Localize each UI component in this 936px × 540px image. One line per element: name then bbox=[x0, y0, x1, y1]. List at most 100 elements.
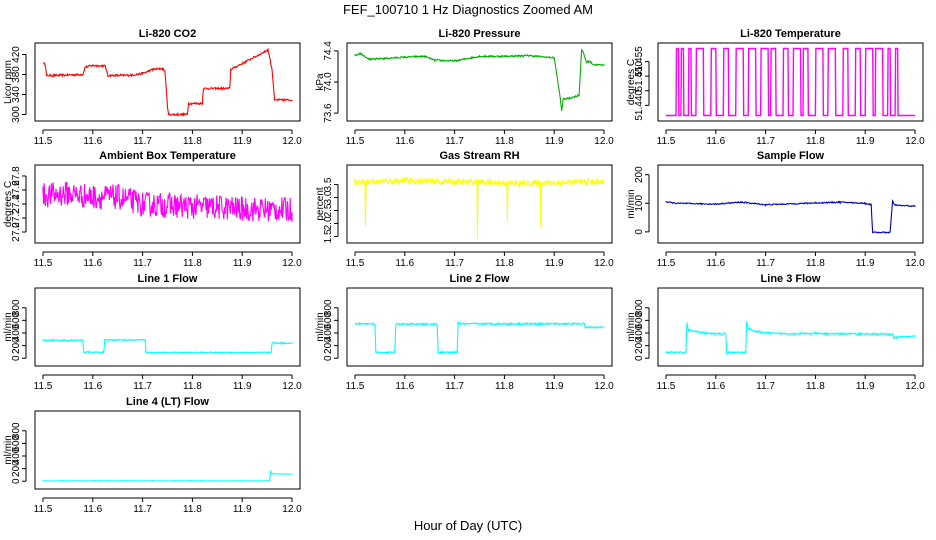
x-tick-label: 11.9 bbox=[545, 381, 564, 392]
x-tick-label: 11.8 bbox=[806, 136, 825, 147]
y-tick-label: 27.6 bbox=[11, 180, 22, 200]
panel-title: Li-820 Temperature bbox=[740, 28, 841, 40]
y-tick-label: 3.0 bbox=[323, 190, 334, 204]
y-tick-label: 51.455 bbox=[634, 46, 645, 77]
plot-frame bbox=[34, 164, 301, 244]
y-tick-label: 73.6 bbox=[323, 103, 334, 123]
y-tick-label: 400 bbox=[323, 324, 334, 341]
panel-title: Li-820 Pressure bbox=[439, 28, 521, 40]
x-tick-label: 11.6 bbox=[395, 258, 414, 269]
plot-frame bbox=[34, 42, 301, 122]
x-tick-label: 11.6 bbox=[395, 381, 414, 392]
x-tick-label: 11.7 bbox=[445, 136, 464, 147]
x-tick-label: 11.8 bbox=[495, 381, 514, 392]
y-tick-label: 300 bbox=[11, 106, 22, 123]
plot-frame bbox=[657, 287, 924, 367]
x-tick-label: 11.8 bbox=[495, 258, 514, 269]
y-tick-label: 800 bbox=[634, 299, 645, 316]
x-tick-label: 12.0 bbox=[905, 258, 925, 269]
series-line bbox=[42, 181, 293, 223]
series-line bbox=[354, 48, 605, 112]
y-tick-label: 3.5 bbox=[323, 177, 334, 191]
x-tick-label: 12.0 bbox=[282, 136, 302, 147]
y-tick-label: 200 bbox=[323, 337, 334, 354]
y-axis-label: degrees C bbox=[626, 59, 637, 105]
plot-frame bbox=[34, 410, 301, 490]
x-tick-label: 11.7 bbox=[756, 136, 775, 147]
x-tick-label: 11.6 bbox=[706, 258, 725, 269]
x-tick-label: 11.7 bbox=[133, 258, 152, 269]
x-tick-label: 11.8 bbox=[183, 381, 202, 392]
x-tick-label: 11.7 bbox=[756, 381, 775, 392]
x-tick-label: 11.5 bbox=[657, 381, 676, 392]
y-tick-label: 0 bbox=[634, 355, 645, 361]
x-tick-label: 11.9 bbox=[233, 381, 252, 392]
panel-li-820-co2: Li-820 CO2 Licor ppm 11.5 11.6 11.7 11.8 11.9 1… bbox=[3, 28, 302, 147]
x-tick-label: 11.6 bbox=[83, 381, 102, 392]
x-tick-label: 11.6 bbox=[83, 136, 102, 147]
x-tick-label: 11.5 bbox=[346, 258, 365, 269]
panel-title: Sample Flow bbox=[757, 150, 825, 162]
panel-title: Ambient Box Temperature bbox=[99, 150, 236, 162]
y-tick-label: 420 bbox=[11, 46, 22, 63]
x-tick-label: 11.7 bbox=[445, 381, 464, 392]
panel-title: Line 1 Flow bbox=[138, 273, 198, 285]
y-axis-label: ml/min bbox=[3, 435, 14, 464]
panel-line-3-flow: Line 3 Flow ml/min 11.5 11.6 11.7 11.8 11.9 12.… bbox=[626, 273, 925, 392]
y-axis-label: percent bbox=[315, 187, 326, 221]
y-tick-label: 400 bbox=[11, 447, 22, 464]
x-tick-label: 11.5 bbox=[657, 258, 676, 269]
x-tick-label: 11.9 bbox=[856, 381, 875, 392]
panel-line-1-flow: Line 1 Flow ml/min 11.5 11.6 11.7 11.8 11.9 12.… bbox=[3, 273, 302, 392]
series-line bbox=[42, 470, 293, 482]
y-tick-label: 800 bbox=[323, 299, 334, 316]
series-line bbox=[665, 199, 916, 234]
x-tick-label: 11.8 bbox=[806, 381, 825, 392]
panel-li-820-temperature: Li-820 Temperature degrees C 11.5 11.6 11.7 1… bbox=[626, 28, 925, 147]
y-axis-label: ml/min bbox=[626, 312, 637, 341]
y-tick-label: 51.440 bbox=[634, 90, 645, 121]
x-tick-label: 12.0 bbox=[905, 381, 925, 392]
x-tick-label: 11.9 bbox=[856, 136, 875, 147]
y-tick-label: 600 bbox=[11, 312, 22, 329]
y-tick-label: 600 bbox=[323, 312, 334, 329]
x-tick-label: 11.7 bbox=[756, 258, 775, 269]
y-axis-label: degrees C bbox=[3, 181, 14, 227]
x-tick-label: 11.5 bbox=[34, 504, 53, 515]
x-tick-label: 11.9 bbox=[233, 504, 252, 515]
y-tick-label: 800 bbox=[11, 422, 22, 439]
series-line bbox=[666, 47, 915, 117]
figure-title: FEF_100710 1 Hz Diagnostics Zoomed AM bbox=[342, 2, 593, 17]
panel-title: Gas Stream RH bbox=[439, 150, 519, 162]
x-tick-label: 11.9 bbox=[856, 258, 875, 269]
x-tick-label: 11.5 bbox=[34, 381, 53, 392]
series-line bbox=[665, 321, 916, 356]
x-tick-label: 11.5 bbox=[34, 258, 53, 269]
series-line bbox=[354, 321, 605, 356]
series-line bbox=[42, 338, 293, 355]
x-tick-label: 11.8 bbox=[183, 258, 202, 269]
x-tick-label: 11.7 bbox=[133, 381, 152, 392]
series-line bbox=[354, 176, 605, 240]
y-tick-label: 100 bbox=[634, 195, 645, 212]
panel-line-4-lt-flow: Line 4 (LT) Flow ml/min 11.5 11.6 11.7 11.8 11… bbox=[3, 396, 302, 515]
y-tick-label: 0 bbox=[11, 355, 22, 361]
x-tick-label: 11.8 bbox=[183, 504, 202, 515]
x-tick-label: 11.6 bbox=[395, 136, 414, 147]
plot-frame bbox=[657, 42, 924, 122]
panel-li-820-pressure: Li-820 Pressure kPa 11.5 11.6 11.7 11.8 11.9 12… bbox=[315, 28, 614, 147]
x-tick-label: 11.6 bbox=[706, 136, 725, 147]
x-tick-label: 11.6 bbox=[83, 258, 102, 269]
plot-frame bbox=[346, 42, 613, 122]
y-tick-label: 380 bbox=[11, 66, 22, 83]
x-tick-label: 11.8 bbox=[806, 258, 825, 269]
x-tick-label: 12.0 bbox=[282, 258, 302, 269]
x-tick-label: 11.9 bbox=[233, 136, 252, 147]
plot-frame bbox=[657, 164, 924, 244]
y-tick-label: 0 bbox=[323, 355, 334, 361]
x-tick-label: 11.9 bbox=[545, 136, 564, 147]
panel-title: Line 3 Flow bbox=[761, 273, 821, 285]
panel-gas-stream-rh: Gas Stream RH percent 11.5 11.6 11.7 11.8 11.9… bbox=[315, 150, 614, 269]
y-tick-label: 340 bbox=[11, 86, 22, 103]
